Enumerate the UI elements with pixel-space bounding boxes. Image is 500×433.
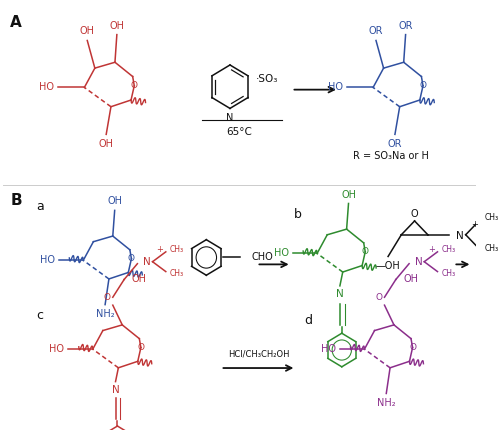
Text: NH₂: NH₂: [377, 398, 396, 408]
Text: CHO: CHO: [252, 252, 274, 262]
Text: CH₃: CH₃: [442, 269, 456, 278]
Text: O: O: [128, 254, 135, 263]
Text: O: O: [411, 209, 418, 219]
Text: OH: OH: [404, 275, 418, 284]
Text: —OH: —OH: [376, 262, 400, 271]
Text: c: c: [36, 309, 43, 322]
Text: CH₃: CH₃: [484, 244, 499, 253]
Text: N: N: [336, 289, 344, 299]
Text: 65°C: 65°C: [226, 127, 252, 137]
Text: +: +: [428, 246, 435, 254]
Text: O: O: [362, 247, 368, 256]
Text: CH₃: CH₃: [170, 269, 183, 278]
Text: OR: OR: [398, 21, 413, 31]
Text: N: N: [143, 257, 151, 267]
Text: NH₂: NH₂: [96, 310, 114, 320]
Text: O: O: [131, 81, 138, 90]
Text: HO: HO: [40, 255, 55, 265]
Text: OH: OH: [110, 21, 124, 31]
Text: HO: HO: [39, 82, 54, 92]
Text: OH: OH: [80, 26, 95, 36]
Text: OH: OH: [341, 190, 356, 200]
Text: HO: HO: [50, 344, 64, 354]
Text: CH₃: CH₃: [442, 246, 456, 254]
Text: B: B: [10, 193, 22, 208]
Text: ·SO₃: ·SO₃: [256, 74, 278, 84]
Text: O: O: [138, 343, 144, 352]
Text: HCl/CH₃CH₂OH: HCl/CH₃CH₂OH: [228, 349, 289, 358]
Text: OR: OR: [388, 139, 402, 149]
Text: O: O: [376, 293, 382, 302]
Text: O: O: [420, 81, 426, 90]
Text: OH: OH: [107, 197, 122, 207]
Text: b: b: [294, 208, 302, 221]
Text: HO: HO: [274, 249, 288, 259]
Text: O: O: [409, 343, 416, 352]
Text: A: A: [10, 15, 22, 29]
Text: HO: HO: [321, 344, 336, 354]
Text: N: N: [226, 113, 234, 123]
Text: d: d: [304, 314, 312, 327]
Text: N: N: [112, 385, 120, 394]
Text: +: +: [156, 246, 163, 254]
Text: N: N: [415, 257, 422, 267]
Text: N: N: [456, 231, 464, 241]
Text: CH₃: CH₃: [484, 213, 499, 223]
Text: +: +: [472, 220, 478, 229]
Text: HO: HO: [328, 82, 343, 92]
Text: OH: OH: [132, 275, 146, 284]
Text: O: O: [104, 293, 111, 302]
Text: OR: OR: [369, 26, 384, 36]
Text: a: a: [36, 200, 44, 213]
Text: OH: OH: [98, 139, 114, 149]
Text: R = SO₃Na or H: R = SO₃Na or H: [353, 151, 429, 161]
Text: CH₃: CH₃: [170, 246, 183, 254]
